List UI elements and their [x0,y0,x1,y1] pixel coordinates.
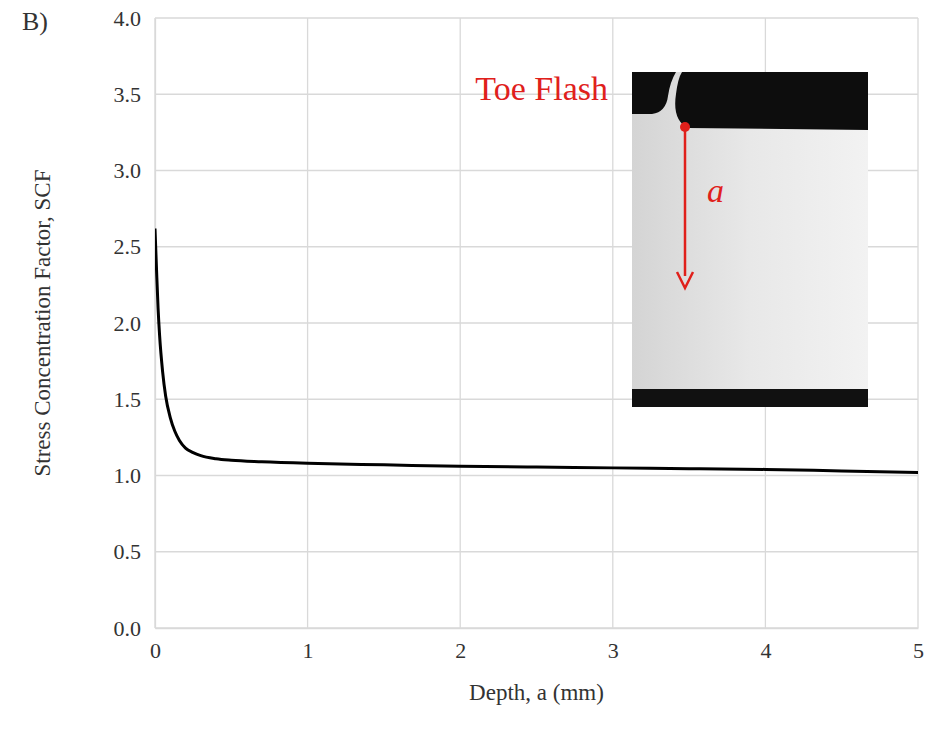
chart: 0 1 2 3 4 5 0.0 0.5 1.0 1.5 2.0 2.5 3.0 3.5 4.0 Toe Fla… [0,0,947,748]
x-tick: 3 [608,628,619,663]
x-tick-label: 5 [913,638,924,663]
y-tick-label: 2.5 [114,234,142,259]
y-tick: 0.5 [114,539,156,564]
x-tick: 4 [760,628,771,663]
y-tick: 1.0 [114,463,156,488]
inset-top [632,72,868,130]
y-tick: 2.0 [114,311,156,336]
y-tick-label: 0.0 [114,616,142,641]
toe-point [680,122,690,132]
y-tick-label: 4.0 [114,6,142,31]
x-tick: 1 [303,628,314,663]
plot: 0 1 2 3 4 5 0.0 0.5 1.0 1.5 2.0 2.5 3.0 3.5 4.0 [114,6,925,663]
y-tick: 1.5 [114,387,156,412]
y-tick: 0.0 [114,616,156,641]
grid-line [155,551,918,552]
y-tick-label: 0.5 [114,539,142,564]
depth-arrow [684,127,687,276]
grid-line [155,17,918,18]
depth-arrow-head [677,272,693,288]
grid-line [154,18,155,628]
annotation: a [707,172,724,209]
y-axis-line [155,19,156,629]
x-tick: 2 [455,628,466,663]
inset-flash [632,72,676,114]
x-tick-label: 1 [303,638,314,663]
inset-body [632,72,868,407]
x-tick-label: 4 [760,638,771,663]
x-tick: 5 [913,628,924,663]
y-tick: 3.5 [114,82,156,107]
grid-line [155,627,918,628]
inset-image [632,72,868,407]
x-axis-title: Depth, a (mm) [469,680,604,705]
x-tick: 0 [150,628,161,663]
x-tick-label: 0 [150,638,161,663]
y-axis-title: Stress Concentration Factor, SCF [30,169,55,476]
panel-label: B) [22,7,48,36]
annotation: Toe Flash [475,70,608,107]
y-tick-label: 1.0 [114,463,142,488]
x-tick-label: 2 [455,638,466,663]
x-axis: 0 1 2 3 4 5 [150,628,924,663]
y-tick: 2.5 [114,234,156,259]
y-tick-label: 2.0 [114,311,142,336]
y-axis: 0.0 0.5 1.0 1.5 2.0 2.5 3.0 3.5 4.0 [114,6,156,641]
y-tick-label: 3.5 [114,82,142,107]
x-tick-label: 3 [608,638,619,663]
y-tick-label: 1.5 [114,387,142,412]
x-axis-line [156,628,919,629]
y-tick: 4.0 [114,6,156,31]
inset-bottom [632,389,868,407]
y-tick: 3.0 [114,158,156,183]
grid [155,18,918,628]
grid-line [155,475,918,476]
y-tick-label: 3.0 [114,158,142,183]
